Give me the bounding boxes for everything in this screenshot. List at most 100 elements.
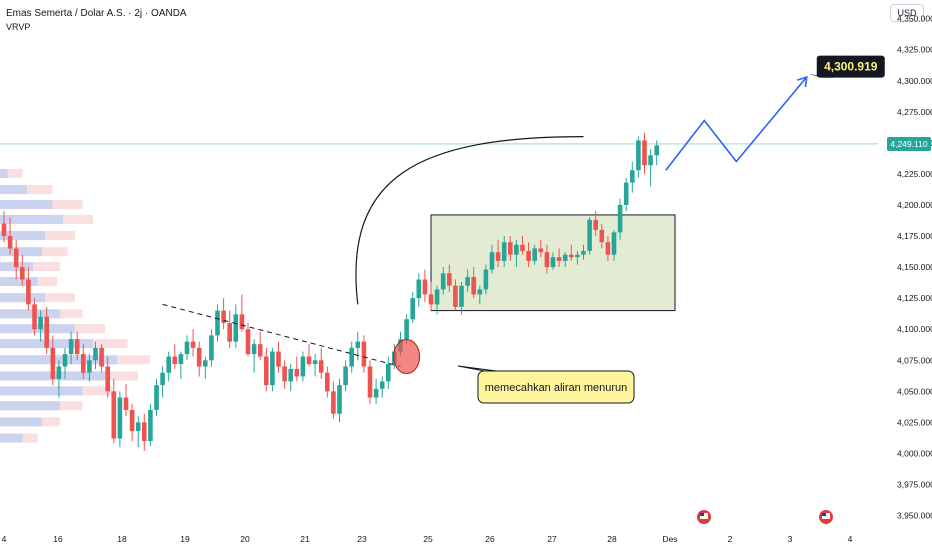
candle bbox=[508, 242, 513, 255]
time-tick-label: 18 bbox=[117, 534, 127, 544]
candle bbox=[282, 366, 287, 382]
candle bbox=[587, 219, 592, 251]
candle bbox=[514, 244, 519, 255]
price-tick-label: 4,300.000 bbox=[897, 76, 932, 86]
candle bbox=[447, 273, 452, 286]
candle bbox=[416, 279, 422, 299]
candlestick-series bbox=[1, 132, 659, 451]
candle bbox=[93, 347, 98, 361]
candle bbox=[611, 232, 617, 255]
time-tick-label: 26 bbox=[485, 534, 495, 544]
annotation-layer bbox=[162, 74, 833, 375]
candle bbox=[300, 356, 306, 377]
price-tick-label: 4,275.000 bbox=[897, 107, 932, 117]
candle bbox=[99, 347, 104, 367]
candle bbox=[203, 360, 208, 367]
volume-profile-bar-up bbox=[0, 168, 8, 178]
price-tick-label: 4,075.000 bbox=[897, 355, 932, 365]
projection-arrowhead bbox=[796, 75, 808, 88]
candle bbox=[404, 319, 409, 340]
candle bbox=[111, 391, 117, 439]
flag-icon-canton bbox=[700, 513, 704, 516]
breakout-marker bbox=[393, 339, 421, 375]
current-price-label: 4,249.110 bbox=[890, 139, 927, 149]
price-tick-label: 4,175.000 bbox=[897, 231, 932, 241]
volume-profile-bar-up bbox=[0, 214, 63, 224]
price-tick-label: 4,000.000 bbox=[897, 448, 932, 458]
candle bbox=[318, 360, 324, 373]
candle bbox=[306, 356, 312, 365]
candle bbox=[654, 145, 659, 156]
candle bbox=[13, 248, 19, 268]
label-layer: 4,249.110 4,300.919 memecahkan aliran me… bbox=[477, 55, 931, 404]
volume-profile-bar-up bbox=[0, 386, 83, 396]
candle bbox=[599, 229, 605, 243]
candle bbox=[459, 285, 464, 307]
callout-box bbox=[477, 370, 635, 404]
candle bbox=[142, 422, 147, 442]
candle bbox=[355, 341, 361, 348]
candle bbox=[532, 248, 537, 261]
current-price-label-bg bbox=[887, 136, 931, 151]
volume-profile-bar-up bbox=[0, 185, 27, 195]
candle bbox=[26, 279, 31, 305]
volume-profile-bar-up bbox=[0, 324, 75, 334]
price-tick-label: 4,050.000 bbox=[897, 386, 932, 396]
candle bbox=[160, 372, 165, 386]
candle bbox=[331, 391, 336, 414]
time-tick-label: 16 bbox=[53, 534, 63, 544]
candle bbox=[379, 381, 385, 389]
volume-profile-bar-up bbox=[0, 401, 60, 411]
price-tick-label: 4,325.000 bbox=[897, 45, 932, 55]
candle bbox=[264, 356, 269, 386]
candle bbox=[373, 388, 379, 398]
price-axis[interactable]: 4,350.0004,325.0004,300.0004,275.0004,25… bbox=[897, 14, 932, 521]
candle bbox=[538, 248, 544, 253]
candle bbox=[495, 252, 501, 261]
candle bbox=[489, 252, 495, 270]
volume-profile-bar-up bbox=[0, 199, 53, 209]
candle bbox=[581, 250, 586, 255]
candle bbox=[630, 170, 635, 183]
candle bbox=[575, 254, 580, 258]
time-tick-label: 19 bbox=[180, 534, 190, 544]
candle bbox=[501, 242, 507, 261]
candle bbox=[129, 409, 135, 432]
indicator-label[interactable]: VRVP bbox=[6, 22, 31, 32]
candle bbox=[483, 269, 489, 290]
candle bbox=[178, 354, 184, 365]
time-tick-label: 3 bbox=[788, 534, 793, 544]
volume-profile-bar-up bbox=[0, 355, 117, 365]
candle bbox=[233, 314, 239, 342]
candle bbox=[642, 140, 647, 166]
volume-profile-bar-up bbox=[0, 417, 42, 427]
price-tick-label: 4,350.000 bbox=[897, 14, 932, 24]
downtrend-line bbox=[162, 303, 401, 367]
candle bbox=[434, 289, 440, 305]
candle bbox=[636, 140, 641, 171]
currency-button[interactable]: USD bbox=[890, 4, 924, 22]
price-tick-label: 4,225.000 bbox=[897, 169, 932, 179]
flag-icon bbox=[819, 510, 833, 524]
symbol-title: Emas Semerta / Dolar A.S. · 2j · OANDA bbox=[6, 8, 187, 19]
time-tick-label: 2 bbox=[728, 534, 733, 544]
candle bbox=[526, 250, 531, 261]
flag-icon-canton bbox=[822, 513, 826, 516]
candle bbox=[544, 252, 550, 268]
flag-icon bbox=[697, 510, 711, 524]
candle bbox=[81, 354, 86, 373]
candle bbox=[196, 347, 202, 367]
candle bbox=[520, 244, 525, 251]
time-tick-label: 20 bbox=[240, 534, 250, 544]
time-tick-label: 21 bbox=[300, 534, 310, 544]
candle bbox=[562, 254, 568, 261]
time-tick-label: Des bbox=[662, 534, 677, 544]
time-tick-label: 4 bbox=[2, 534, 7, 544]
candle bbox=[221, 310, 226, 324]
candle bbox=[428, 294, 434, 305]
time-axis[interactable]: 4 16 18 19 20 21 23 25 26 27 28 Des 2 3 4 bbox=[2, 510, 853, 544]
price-tick-label: 4,100.000 bbox=[897, 324, 932, 334]
candle bbox=[135, 422, 141, 432]
